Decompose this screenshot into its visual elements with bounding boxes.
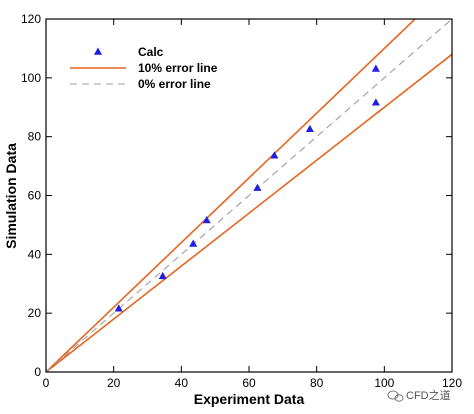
calc-point	[202, 216, 211, 224]
watermark: CFD之道	[387, 388, 451, 402]
watermark-text: CFD之道	[406, 388, 451, 402]
calc-point	[189, 239, 198, 247]
x-tick-label: 120	[442, 376, 462, 390]
y-tick-label: 20	[28, 306, 42, 320]
y-tick-label: 60	[28, 189, 42, 203]
y-tick-label: 80	[28, 130, 42, 144]
x-axis-title: Experiment Data	[194, 391, 305, 407]
legend-label: Calc	[138, 45, 164, 59]
error-line-0pct	[46, 19, 452, 372]
calc-point	[305, 124, 314, 133]
y-tick-label: 0	[34, 365, 41, 379]
calc-point	[158, 271, 167, 280]
error-line-10pct	[46, 53, 452, 372]
calc-point	[371, 64, 380, 72]
x-tick-label: 60	[242, 376, 256, 390]
x-tick-label: 80	[310, 376, 324, 390]
legend-label: 0% error line	[138, 77, 211, 91]
x-tick-label: 40	[175, 376, 189, 390]
x-tick-label: 0	[43, 376, 50, 390]
y-tick-label: 100	[21, 71, 41, 85]
error-line-10pct	[46, 19, 417, 372]
wechat-icon	[387, 390, 404, 402]
x-tick-label: 20	[107, 376, 121, 390]
legend-label: 10% error line	[138, 61, 218, 75]
y-tick-label: 40	[28, 247, 42, 261]
legend-marker-calc	[93, 47, 103, 55]
calc-point	[270, 151, 279, 159]
y-axis-title: Simulation Data	[3, 143, 19, 249]
y-tick-label: 120	[21, 12, 41, 26]
calc-point	[253, 183, 262, 191]
calc-point	[114, 304, 123, 312]
x-tick-label: 100	[374, 376, 394, 390]
calc-point	[371, 98, 380, 106]
